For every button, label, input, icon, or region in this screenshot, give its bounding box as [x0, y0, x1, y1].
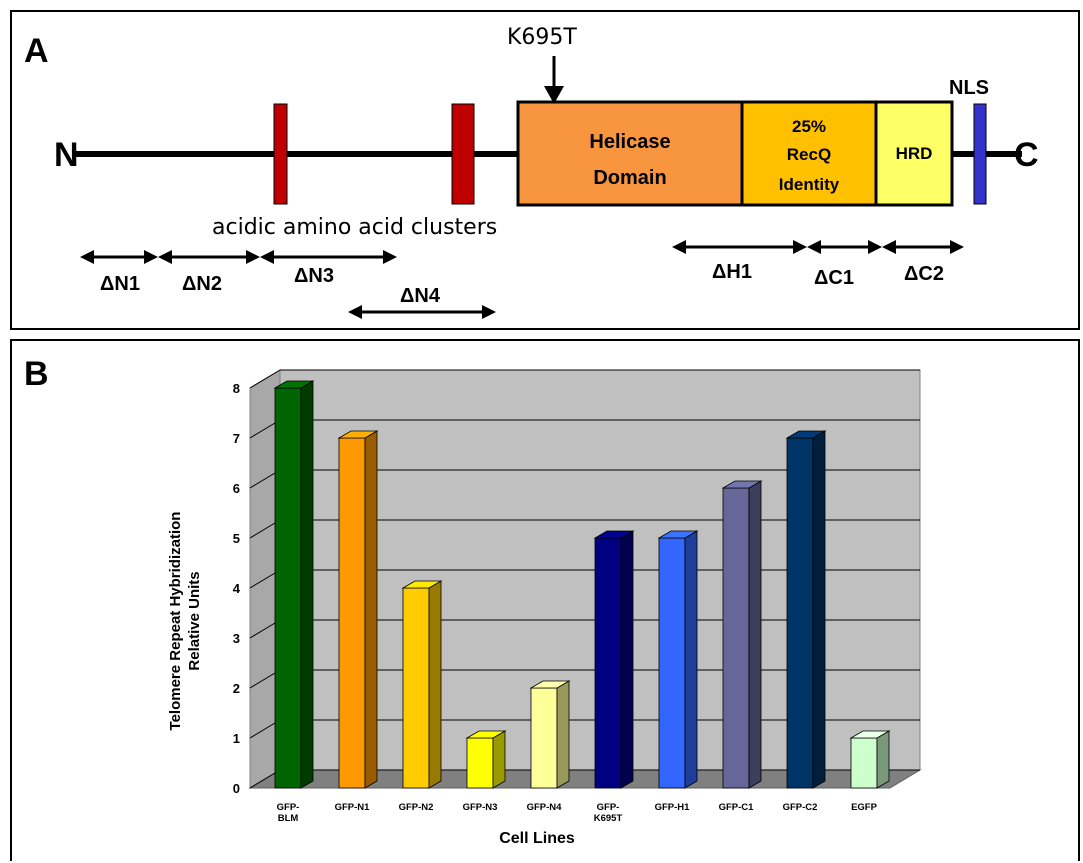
- recq-line-3: Identity: [779, 175, 840, 194]
- deletion-n1-label: ΔN1: [100, 273, 140, 295]
- x-tick-label-8-1: GFP-C1: [719, 802, 755, 813]
- bar-6: [593, 530, 635, 789]
- y-tick-label-7: 7: [233, 431, 240, 446]
- hrd-label: HRD: [896, 144, 933, 163]
- helicase-line-1: Helicase: [589, 131, 670, 153]
- x-tick-label-6-2: K695T: [594, 813, 623, 824]
- nls-label: NLS: [949, 77, 989, 99]
- deletion-arrow-1: [80, 250, 158, 264]
- deletion-arrow-4: [348, 305, 496, 319]
- x-axis-label: Cell Lines: [499, 830, 575, 847]
- y-tick-label-4: 4: [233, 581, 241, 596]
- recq-line-1: 25%: [792, 117, 826, 136]
- x-tick-label-3-1: GFP-N2: [399, 802, 434, 813]
- y-tick-label-0: 0: [233, 781, 240, 796]
- x-tick-label-6-1: GFP-: [597, 802, 620, 813]
- x-tick-label-4-1: GFP-N3: [463, 802, 498, 813]
- panel-a: A N C acidic amino acid clusters Helicas…: [10, 10, 1080, 330]
- helicase-domain-box: [516, 100, 744, 207]
- deletion-n3-label: ΔN3: [294, 265, 334, 287]
- bar-7: [657, 530, 699, 789]
- nls-box: [973, 103, 987, 205]
- x-tick-label-2-1: GFP-N1: [335, 802, 371, 813]
- deletion-n4-label: ΔN4: [400, 285, 441, 307]
- y-tick-label-6: 6: [233, 481, 240, 496]
- x-tick-label-9-1: GFP-C2: [783, 802, 818, 813]
- x-tick-label-1-1: GFP-: [277, 802, 300, 813]
- panel-b: B 0 1 2 3 4 5 6 7 8 GFP- BLM GFP-N1 GFP-N2 GFP-N3 GFP-…: [10, 339, 1080, 861]
- acidic-cluster-2: [451, 103, 475, 205]
- gridline-side-8: [249, 369, 281, 389]
- recq-line-2: RecQ: [787, 145, 831, 164]
- bar-4: [465, 730, 507, 789]
- hrd-box: [874, 100, 954, 207]
- y-tick-label-1: 1: [233, 731, 240, 746]
- deletion-arrow-6: [807, 240, 882, 254]
- y-tick-label-2: 2: [233, 681, 240, 696]
- protein-domain-diagram: A N C acidic amino acid clusters Helicas…: [24, 25, 1039, 319]
- deletion-c2-label: ΔC2: [904, 263, 944, 285]
- x-tick-label-7-1: GFP-H1: [655, 802, 691, 813]
- deletion-n2-label: ΔN2: [182, 273, 222, 295]
- bar-3: [401, 580, 443, 789]
- bar-9: [785, 430, 827, 789]
- deletion-arrow-5: [672, 240, 807, 254]
- y-tick-label-3: 3: [233, 631, 240, 646]
- bar-2: [337, 430, 379, 789]
- bar-1: [273, 380, 315, 789]
- k695t-label: K695T: [507, 25, 577, 50]
- deletion-arrow-7: [882, 240, 964, 254]
- deletion-c1-label: ΔC1: [814, 267, 854, 289]
- x-tick-label-1-2: BLM: [278, 813, 299, 824]
- acidic-clusters-label: acidic amino acid clusters: [212, 215, 497, 240]
- helicase-line-2: Domain: [593, 167, 666, 189]
- deletion-arrow-2: [158, 250, 260, 264]
- deletion-h1-label: ΔH1: [712, 261, 752, 283]
- y-tick-label-5: 5: [233, 531, 240, 546]
- panel-a-letter: A: [24, 32, 49, 70]
- k695t-arrow-head: [544, 86, 564, 104]
- n-terminus-label: N: [54, 136, 79, 174]
- bar-8: [721, 480, 763, 789]
- deletion-arrows: [80, 240, 964, 319]
- y-axis-label-line-1: Telomere Repeat Hybridization: [167, 512, 184, 731]
- y-axis-label-line-2: Relative Units: [186, 571, 203, 670]
- y-tick-label-8: 8: [233, 381, 240, 396]
- bar-10: [849, 730, 891, 789]
- x-tick-label-10-1: EGFP: [851, 802, 878, 813]
- deletion-arrow-3: [260, 250, 397, 264]
- x-tick-label-5-1: GFP-N4: [527, 802, 563, 813]
- c-terminus-label: C: [1014, 136, 1039, 174]
- panel-b-letter: B: [24, 355, 49, 393]
- bar-5: [529, 680, 571, 789]
- acidic-cluster-1: [273, 103, 288, 205]
